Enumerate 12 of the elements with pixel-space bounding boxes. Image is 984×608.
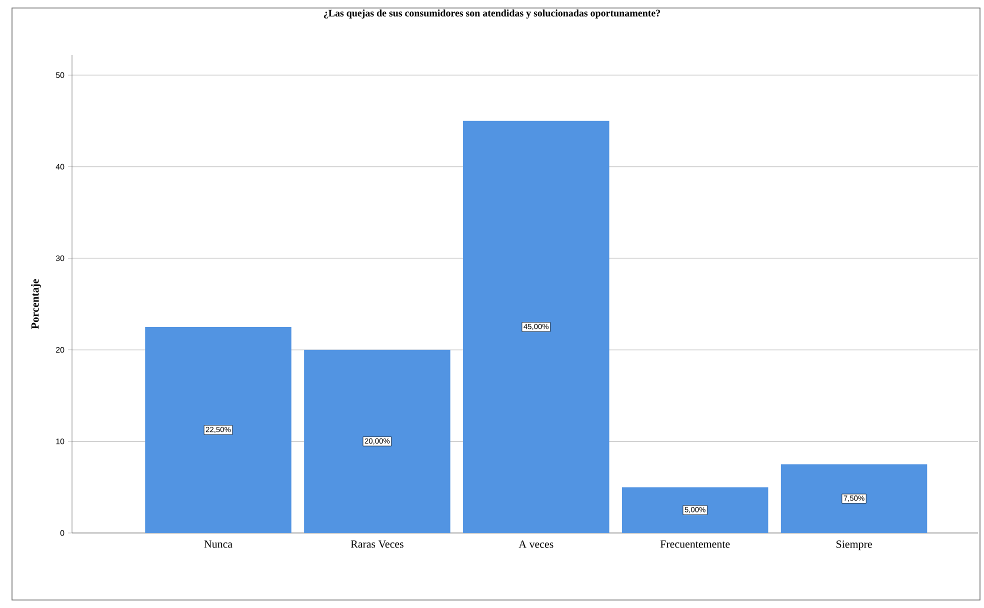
x-tick-label: Raras Veces: [350, 540, 404, 548]
chart-title: ¿Las quejas de sus consumidores son atendidas y solucionadas oportunamente?: [324, 9, 660, 19]
y-axis-title: Porcentaje: [31, 279, 41, 329]
bar: [780, 464, 928, 533]
x-tick-label: Frecuentemente: [660, 540, 730, 548]
x-tick-label: A veces: [518, 540, 554, 548]
x-tick-label: Siempre: [836, 540, 872, 550]
bar: [463, 120, 610, 533]
bar: [622, 487, 768, 533]
bar: [145, 326, 292, 533]
x-tick-label: Nunca: [204, 540, 232, 548]
bar: [304, 350, 450, 533]
